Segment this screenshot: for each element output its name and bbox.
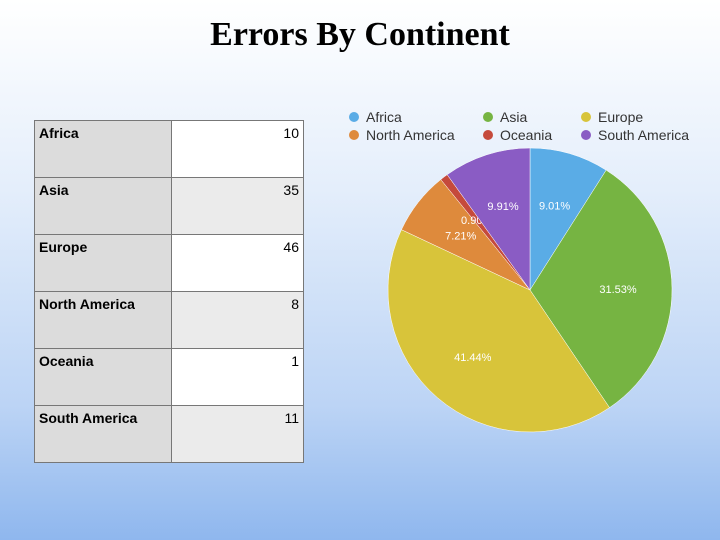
row-label: Oceania: [34, 348, 172, 406]
legend-label-africa: Africa: [366, 109, 402, 125]
slice-label-africa: 9.01%: [539, 200, 570, 212]
pie-chart: Africa Asia Europe North America Oceania Sout…: [349, 109, 689, 433]
slice-label-north-america: 7.21%: [445, 231, 476, 243]
row-value: 1: [171, 348, 304, 406]
slice-label-south-america: 9.91%: [487, 201, 518, 213]
row-label: Africa: [34, 120, 172, 178]
table-row: Europe 46: [34, 234, 304, 292]
legend-swatch-north-america: [349, 130, 359, 140]
legend-label-asia: Asia: [500, 109, 527, 125]
pie-slice-africa: [529, 147, 607, 291]
row-value: 46: [171, 234, 304, 292]
legend-swatch-asia: [483, 112, 493, 122]
table-row: North America 8: [34, 291, 304, 349]
data-table: Africa 10 Asia 35 Europe 46 North Americ…: [34, 120, 304, 463]
slice-label-asia: 31.53%: [599, 284, 637, 296]
legend-swatch-south-america: [581, 130, 591, 140]
chart-title: Errors By Continent: [210, 16, 510, 53]
row-value: 10: [171, 120, 304, 178]
legend-label-oceania: Oceania: [500, 127, 552, 143]
table-row: Asia 35: [34, 177, 304, 235]
legend-label-europe: Europe: [598, 109, 643, 125]
pie-slice-south-america: [446, 147, 531, 291]
row-label: Europe: [34, 234, 172, 292]
row-label: South America: [34, 405, 172, 463]
legend-swatch-europe: [581, 112, 591, 122]
table-row: South America 11: [34, 405, 304, 463]
table-row: Oceania 1: [34, 348, 304, 406]
pie-slice-asia: [529, 169, 673, 408]
legend-swatch-africa: [349, 112, 359, 122]
table-row: Africa 10: [34, 120, 304, 178]
slice-label-europe: 41.44%: [454, 352, 492, 364]
row-value: 8: [171, 291, 304, 349]
legend-label-south-america: South America: [598, 127, 689, 143]
row-label: Asia: [34, 177, 172, 235]
legend-swatch-oceania: [483, 130, 493, 140]
row-value: 11: [171, 405, 304, 463]
legend-label-north-america: North America: [366, 127, 455, 143]
row-label: North America: [34, 291, 172, 349]
row-value: 35: [171, 177, 304, 235]
pie-slice-europe: [387, 229, 610, 433]
